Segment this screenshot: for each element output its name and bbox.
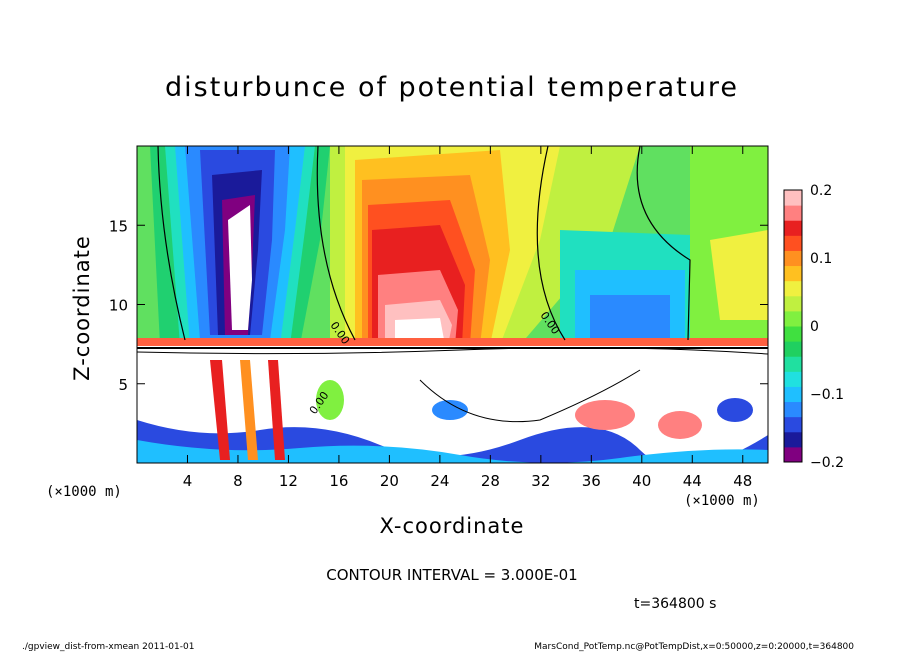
colorbar-swatch <box>784 295 802 312</box>
x-tick-label: 40 <box>632 472 651 490</box>
colorbar-swatch <box>784 280 802 297</box>
colorbar-swatch <box>784 386 802 403</box>
colorbar-tick-label: −0.1 <box>810 387 844 403</box>
x-tick-label: 24 <box>430 472 449 490</box>
footer-left: ./gpview_dist-from-xmean 2011-01-01 <box>22 642 195 652</box>
contour-interval: CONTOUR INTERVAL = 3.000E-01 <box>326 566 578 584</box>
colorbar-tick-label: −0.2 <box>810 455 844 471</box>
colorbar-swatch <box>784 235 802 251</box>
x-tick-label: 28 <box>481 472 500 490</box>
y-tick-label: 10 <box>109 297 128 315</box>
colorbar-swatch <box>784 265 802 282</box>
colorbar-swatch <box>784 401 802 418</box>
colorbar: 0.2 0.1 0 −0.1 −0.2 <box>783 183 844 471</box>
x-tick-label: 20 <box>380 472 399 490</box>
colorbar-swatch <box>784 220 802 236</box>
colorbar-frame <box>783 189 803 463</box>
colorbar-swatch <box>784 416 802 433</box>
colorbar-swatch <box>784 431 802 448</box>
colorbar-swatch <box>784 310 802 327</box>
chart-title: disturbunce of potential temperature <box>165 72 739 103</box>
colorbar-swatch <box>784 205 802 221</box>
colorbar-swatch <box>784 446 802 463</box>
x-tick-label: 32 <box>531 472 550 490</box>
x-axis-ticks: 4 8 12 16 20 24 28 32 36 40 44 48 <box>183 146 752 490</box>
colorbar-tick-label: 0.1 <box>810 251 832 267</box>
x-axis-units: (×1000 m) <box>684 493 760 509</box>
colorbar-swatch <box>784 341 802 357</box>
x-tick-label: 4 <box>183 472 193 490</box>
y-tick-label: 15 <box>109 217 128 235</box>
time-label: t=364800 s <box>634 596 717 612</box>
footer-right: MarsCond_PotTemp.nc@PotTempDist,x=0:5000… <box>534 642 854 652</box>
colorbar-tick-label: 0.2 <box>810 183 832 199</box>
colorbar-swatch <box>784 371 802 387</box>
x-tick-label: 36 <box>582 472 601 490</box>
y-axis-units: (×1000 m) <box>46 484 122 500</box>
x-axis-label: X-coordinate <box>379 514 525 538</box>
y-tick-label: 5 <box>118 376 128 394</box>
colorbar-swatch <box>784 190 802 206</box>
colorbar-tick-label: 0 <box>810 319 819 335</box>
x-tick-label: 48 <box>733 472 752 490</box>
x-tick-label: 16 <box>329 472 348 490</box>
x-tick-label: 44 <box>683 472 702 490</box>
colorbar-swatch <box>784 356 802 372</box>
colorbar-swatch <box>784 250 802 267</box>
x-tick-label: 8 <box>233 472 243 490</box>
x-tick-label: 12 <box>279 472 298 490</box>
colorbar-swatch <box>784 326 802 342</box>
heatmap-field <box>137 146 768 463</box>
y-axis-ticks: 5 10 15 <box>109 217 768 394</box>
